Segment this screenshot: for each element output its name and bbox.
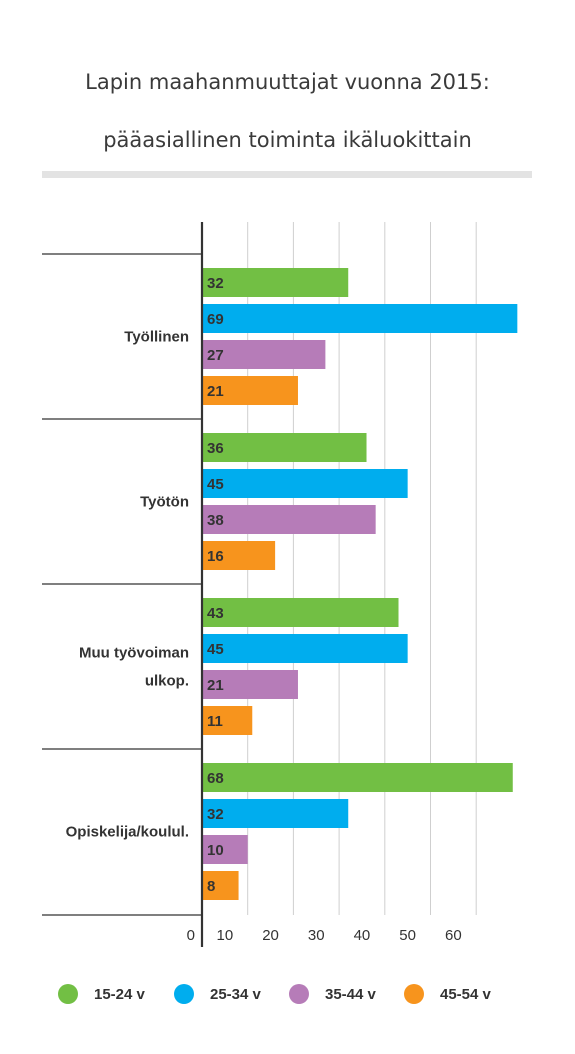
- bar-45-54v-1: [202, 541, 276, 570]
- legend-swatch: [289, 984, 309, 1004]
- x-tick-label: 60: [445, 927, 462, 944]
- title-divider: [42, 171, 532, 178]
- bar-15-24v-3: [202, 763, 513, 792]
- chart-title-line1: Lapin maahanmuuttajat vuonna 2015:: [85, 70, 490, 94]
- category-label: Muu työvoiman ulkop.: [79, 645, 189, 690]
- x-tick-label: 40: [354, 927, 371, 944]
- legend-swatch: [404, 984, 424, 1004]
- bar-45-54v-3: [202, 871, 239, 900]
- bar-25-34v-1: [202, 469, 408, 498]
- chart-title-line2: pääasiallinen toiminta ikäluokittain: [103, 128, 472, 152]
- bar-value-label: 69: [207, 311, 224, 328]
- bar-value-label: 43: [207, 605, 224, 622]
- legend-swatch: [174, 984, 194, 1004]
- category-label: Työllinen: [124, 329, 189, 346]
- bar-25-34v-3: [202, 799, 349, 828]
- bar-15-24v-2: [202, 598, 399, 627]
- bar-15-24v-0: [202, 268, 349, 297]
- bar-value-label: 36: [207, 440, 224, 457]
- bar-35-44v-1: [202, 505, 376, 534]
- legend-label: 15-24 v: [94, 985, 145, 1003]
- category-label: Työtön: [140, 494, 189, 511]
- bar-15-24v-1: [202, 433, 367, 462]
- legend-item: 15-24 v: [58, 983, 145, 1005]
- legend-item: 35-44 v: [289, 983, 376, 1005]
- chart-legend: 15-24 v 25-34 v 35-44 v 45-54 v: [0, 983, 575, 1005]
- bar-value-label: 8: [207, 878, 215, 895]
- x-tick-label: 10: [217, 927, 234, 944]
- legend-label: 45-54 v: [440, 985, 491, 1003]
- x-tick-label: 20: [262, 927, 279, 944]
- bar-35-44v-0: [202, 340, 326, 369]
- bar-25-34v-0: [202, 304, 518, 333]
- bar-value-label: 16: [207, 548, 224, 565]
- bar-value-label: 32: [207, 275, 224, 292]
- legend-item: 25-34 v: [174, 983, 261, 1005]
- bar-value-label: 68: [207, 770, 224, 787]
- bar-value-label: 38: [207, 512, 224, 529]
- bar-value-label: 21: [207, 677, 224, 694]
- bar-value-label: 45: [207, 476, 224, 493]
- legend-label: 25-34 v: [210, 985, 261, 1003]
- x-tick-label: 30: [308, 927, 325, 944]
- legend-label: 35-44 v: [325, 985, 376, 1003]
- legend-item: 45-54 v: [404, 983, 491, 1005]
- x-tick-label: 50: [399, 927, 416, 944]
- x-tick-label: 0: [187, 927, 195, 944]
- bar-35-44v-3: [202, 835, 248, 864]
- bar-35-44v-2: [202, 670, 298, 699]
- bar-value-label: 45: [207, 641, 224, 658]
- bar-45-54v-0: [202, 376, 298, 405]
- bar-value-label: 32: [207, 806, 224, 823]
- bar-value-label: 27: [207, 347, 224, 364]
- legend-swatch: [58, 984, 78, 1004]
- category-label: Opiskelija/koulul.: [66, 824, 189, 841]
- bar-value-label: 21: [207, 383, 224, 400]
- bar-value-label: 11: [207, 713, 223, 730]
- bar-25-34v-2: [202, 634, 408, 663]
- bar-value-label: 10: [207, 842, 224, 859]
- bar-45-54v-2: [202, 706, 253, 735]
